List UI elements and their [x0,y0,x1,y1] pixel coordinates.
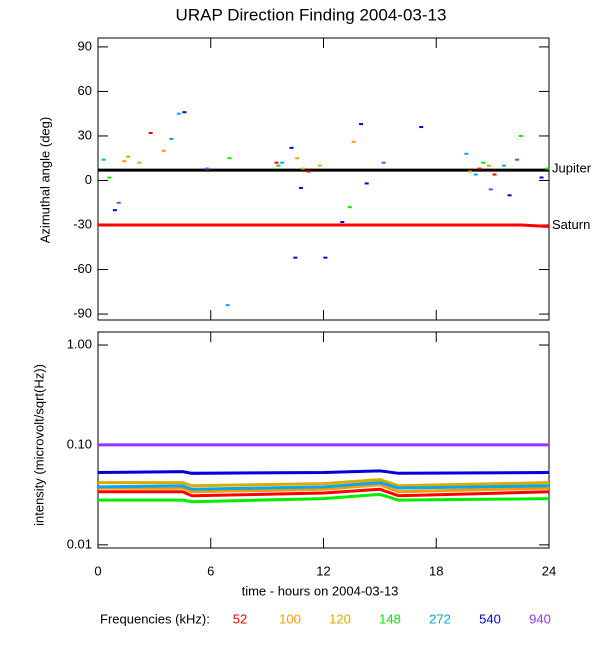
series-line [97,469,550,475]
y-axis-label: Azimuthal angle (deg) [37,117,52,243]
point [300,167,305,170]
point [481,161,486,164]
point [101,158,106,161]
point [148,131,153,134]
point [306,170,311,173]
chart-title: URAP Direction Finding 2004-03-13 [176,5,447,24]
y-tick-label: 1.00 [67,336,92,351]
point [204,167,209,170]
y-tick-label: 0.01 [67,536,92,551]
x-tick-label: 6 [207,563,214,578]
point [492,173,497,176]
series-line [98,487,550,498]
point [359,123,364,126]
point [116,201,121,204]
point [477,167,482,170]
point [486,164,491,167]
point [274,161,279,164]
point [539,176,544,179]
y-tick-label: 90 [78,38,92,53]
x-tick-label: 0 [94,563,101,578]
point [518,134,523,137]
series-line [98,492,550,504]
point [280,161,285,164]
point [122,160,127,163]
point [515,158,520,161]
point [176,112,181,115]
point [364,182,369,185]
reference-label: Jupiter [552,161,592,176]
point [488,188,493,191]
y-tick-label: 0.10 [67,436,92,451]
point [501,164,506,167]
x-axis-label: time - hours on 2004-03-13 [242,583,399,598]
point [298,186,303,189]
legend-title: Frequencies (kHz): [100,611,210,626]
point [161,149,166,152]
point [323,256,328,259]
legend-entry: 100 [279,611,301,626]
legend-entry: 52 [233,611,247,626]
panel-frame [97,331,550,549]
y-tick-label: 0 [85,172,92,187]
legend-entry: 940 [529,611,551,626]
x-tick-label: 12 [316,563,330,578]
point [227,157,232,160]
point [473,173,478,176]
reference-label: Saturn [552,217,590,232]
y-tick-label: -30 [73,216,92,231]
point [507,194,512,197]
y-tick-label: 60 [78,83,92,98]
y-tick-label: -60 [73,261,92,276]
series-line [98,478,550,488]
point [545,167,550,170]
panel-frame [97,37,550,321]
y-tick-label: 30 [78,127,92,142]
point [419,126,424,129]
point [340,221,345,224]
legend-entry: 148 [379,611,401,626]
point [347,206,352,209]
legend-entry: 540 [479,611,501,626]
x-tick-label: 18 [429,563,443,578]
point [112,209,117,212]
legend-entry: 120 [329,611,351,626]
point [381,161,386,164]
point [137,161,142,164]
point [468,170,473,173]
series-line [98,483,550,494]
point [351,140,356,143]
y-tick-label: -90 [73,306,92,321]
point [276,164,281,167]
x-tick-label: 24 [542,563,556,578]
legend-entry: 272 [429,611,451,626]
point [289,146,294,149]
point [126,155,131,158]
point [169,137,174,140]
point [293,256,298,259]
point [464,152,469,155]
point [295,157,300,160]
y-axis-label: intensity (microvolt/sqrt(Hz)) [31,364,46,526]
point [225,304,230,307]
point [107,176,112,179]
reference-line [98,223,550,228]
point [317,164,322,167]
series-line [97,481,550,491]
point [182,111,187,114]
